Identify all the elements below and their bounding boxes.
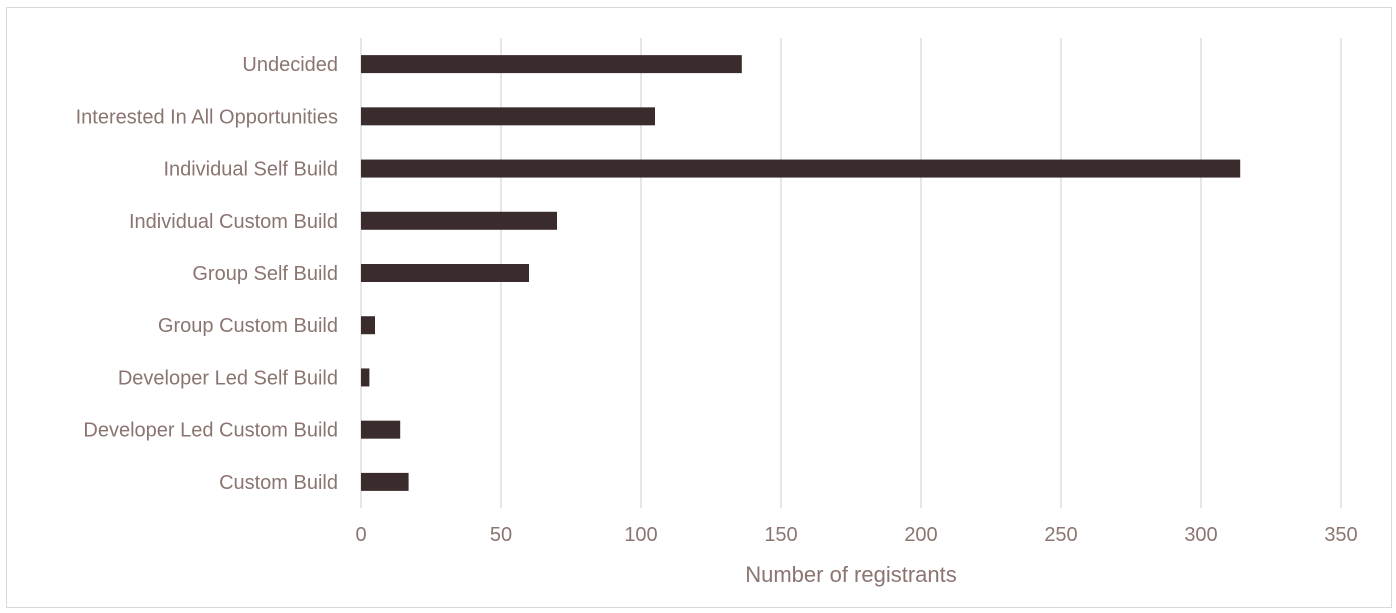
bar [361,368,370,387]
bar [361,55,742,74]
chart-frame [6,7,1392,608]
x-tick-label: 150 [764,524,797,546]
category-labels: Undecided Interested In All Opportunities… [76,54,338,494]
category-label: Individual Custom Build [129,211,338,233]
x-tick-label: 250 [1044,524,1077,546]
category-label: Developer Led Custom Build [83,420,338,442]
x-tick-label: 350 [1324,524,1357,546]
x-tick-label: 300 [1184,524,1217,546]
x-tick-label: 50 [490,524,512,546]
bar [361,264,529,282]
x-axis-title: Number of registrants [745,562,957,587]
category-label: Group Self Build [192,263,338,285]
x-tick-label: 100 [624,524,657,546]
category-label: Developer Led Self Build [118,367,338,389]
bars [361,55,1241,491]
category-label: Interested In All Opportunities [76,106,338,128]
bar [361,420,401,439]
bar [361,316,375,335]
x-tick-labels: 0 50 100 150 200 250 300 350 [355,524,1357,546]
bar [361,107,655,126]
bar [361,211,557,230]
x-tick-label: 0 [355,524,366,546]
bar [361,472,409,491]
x-tick-label: 200 [904,524,937,546]
bar [361,159,1241,178]
category-label: Undecided [242,54,338,76]
category-label: Custom Build [219,472,338,494]
category-label: Individual Self Build [163,159,338,181]
category-label: Group Custom Build [158,315,338,337]
